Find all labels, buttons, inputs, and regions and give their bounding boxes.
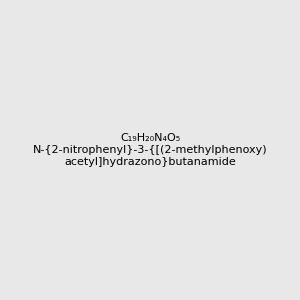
Text: C₁₉H₂₀N₄O₅
N-{2-nitrophenyl}-3-{[(2-methylphenoxy)
acetyl]hydrazono}butanamide: C₁₉H₂₀N₄O₅ N-{2-nitrophenyl}-3-{[(2-meth… [33, 134, 267, 166]
